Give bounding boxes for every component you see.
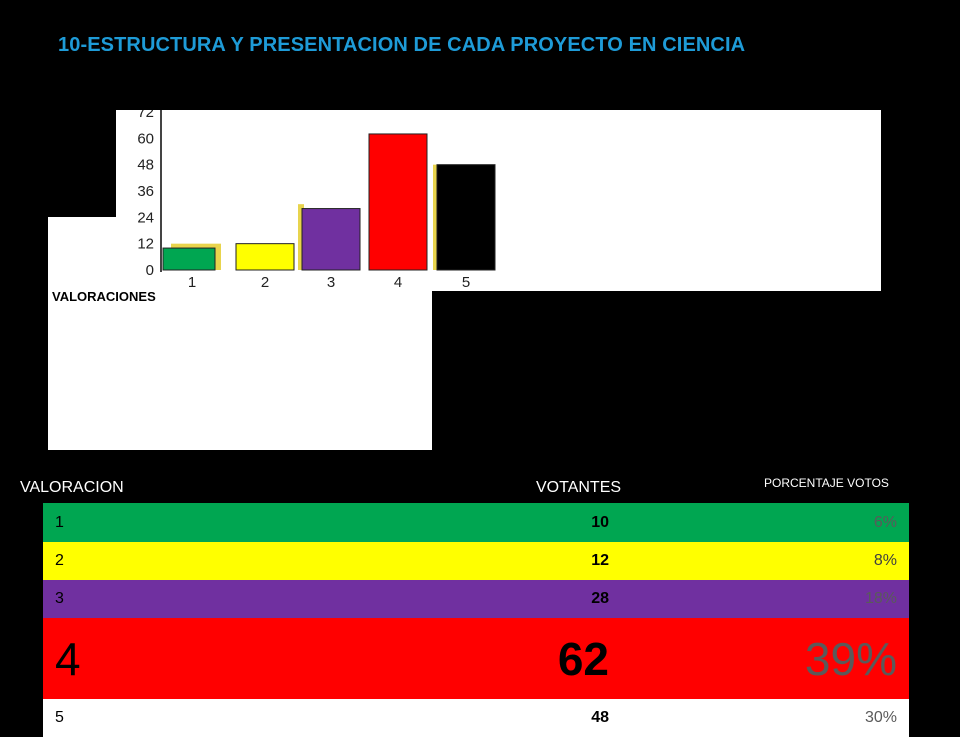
cell-votantes: 10	[591, 513, 609, 531]
bar-5	[436, 164, 496, 271]
y-tick-label: 12	[137, 236, 154, 253]
x-tick-label: 3	[327, 274, 335, 291]
y-tick-label: 60	[137, 130, 154, 147]
header-votantes: VOTANTES	[536, 479, 622, 496]
header-porcentaje: PORCENTAJE VOTOS	[764, 476, 889, 490]
y-tick-label: 36	[137, 183, 154, 200]
bar-chart: 0 12 24 36 48 60 72 1 2 3 4 5	[116, 110, 881, 291]
y-tick-label: 0	[146, 262, 154, 279]
bar-shadow	[298, 204, 304, 270]
cell-valoracion: 1	[55, 513, 64, 531]
header-valoracion: VALORACION	[20, 479, 124, 496]
cell-valoracion: 2	[55, 552, 64, 569]
cell-votantes: 62	[557, 632, 609, 685]
cell-votantes: 12	[591, 552, 609, 569]
cell-votantes: 28	[591, 590, 609, 607]
table-row: 3 28 18%	[43, 580, 909, 618]
chart-label: VALORACIONES	[52, 289, 156, 304]
x-tick-label: 5	[462, 274, 470, 291]
y-tick-label: 24	[137, 209, 154, 226]
table-row: 4 62 39%	[43, 618, 909, 699]
table-row: 2 12 8%	[43, 542, 909, 580]
cell-porcentaje: 8%	[873, 552, 897, 569]
cell-porcentaje: 6%	[873, 513, 897, 531]
cell-porcentaje: 30%	[864, 709, 897, 726]
cell-valoracion: 5	[55, 709, 64, 726]
bar-1	[162, 247, 216, 271]
x-tick-label: 2	[261, 274, 269, 291]
cell-porcentaje: 39%	[804, 632, 897, 685]
page-title: 10-ESTRUCTURA Y PRESENTACION DE CADA PRO…	[58, 34, 746, 56]
cell-valoracion: 3	[55, 590, 64, 607]
x-tick-label: 1	[188, 274, 196, 291]
bar-shadow	[433, 164, 439, 270]
cell-porcentaje: 18%	[864, 590, 897, 607]
bar-3	[301, 208, 361, 271]
bar-2	[235, 243, 295, 271]
y-tick-label: 48	[137, 157, 154, 174]
cell-valoracion: 4	[55, 632, 81, 685]
bar-4	[368, 133, 428, 271]
cell-votantes: 48	[591, 709, 609, 726]
table-row: 1 10 6%	[43, 503, 909, 542]
y-tick-label: 72	[137, 110, 154, 121]
table-row: 5 48 30%	[43, 699, 909, 737]
x-tick-label: 4	[394, 274, 402, 291]
